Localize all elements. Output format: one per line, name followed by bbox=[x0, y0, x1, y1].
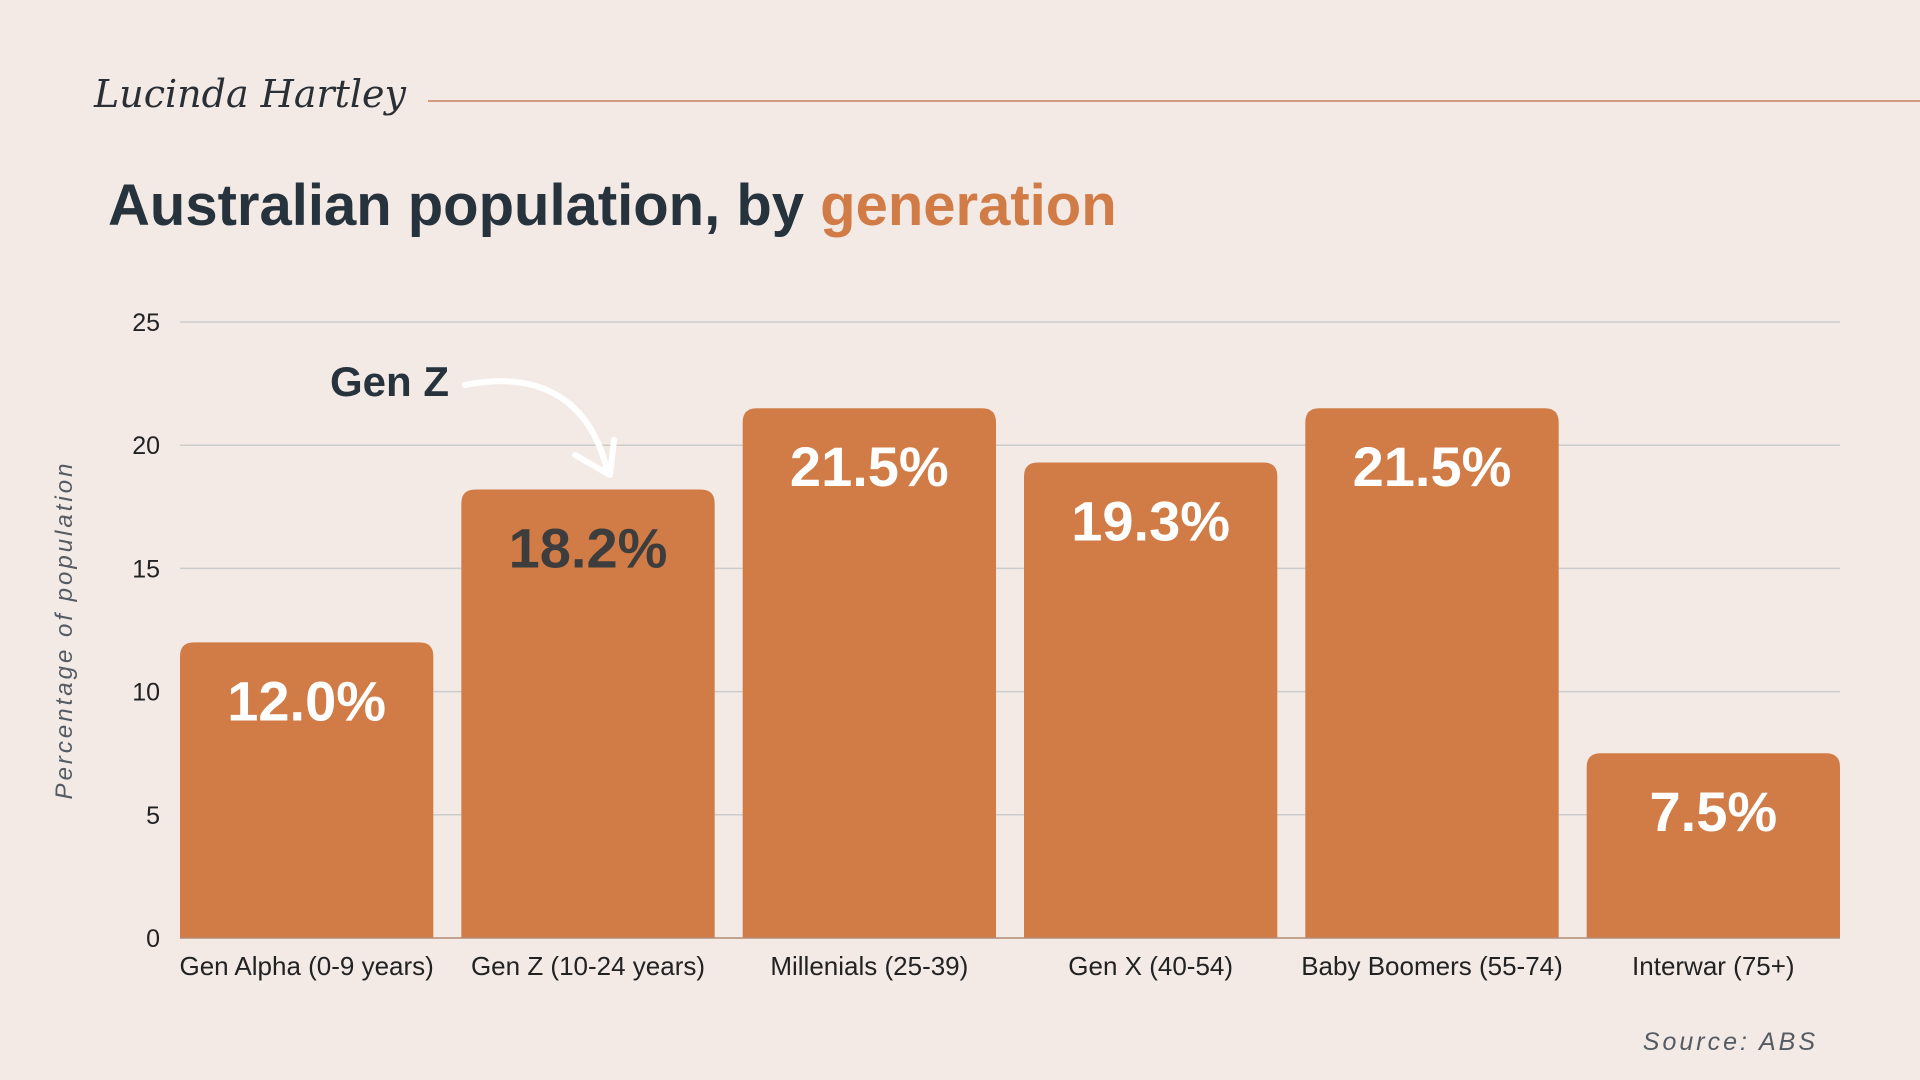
annotation-label: Gen Z bbox=[330, 358, 449, 405]
data-label: 21.5% bbox=[790, 435, 949, 498]
title-main: Australian population, by bbox=[108, 173, 821, 238]
x-tick-label: Gen X (40-54) bbox=[1068, 951, 1233, 981]
data-label: 19.3% bbox=[1071, 489, 1230, 552]
data-label: 18.2% bbox=[509, 517, 668, 580]
x-tick-label: Interwar (75+) bbox=[1632, 951, 1795, 981]
y-tick-label: 15 bbox=[132, 555, 160, 583]
brand-signature: Lucinda Hartley bbox=[94, 72, 407, 116]
y-axis-label: Percentage of population bbox=[51, 461, 78, 800]
bar bbox=[742, 408, 996, 938]
title-accent: generation bbox=[820, 173, 1117, 238]
x-tick-label: Millenials (25-39) bbox=[770, 951, 968, 981]
bar bbox=[1024, 462, 1278, 938]
y-tick-label: 20 bbox=[132, 432, 160, 460]
y-tick-label: 0 bbox=[146, 925, 160, 953]
x-tick-label: Gen Z (10-24 years) bbox=[471, 951, 705, 981]
chart-title: Australian population, by generation bbox=[108, 172, 1117, 239]
x-tick-label: Baby Boomers (55-74) bbox=[1301, 951, 1563, 981]
y-tick-label: 10 bbox=[132, 679, 160, 707]
bar bbox=[1305, 408, 1559, 938]
x-tick-label: Gen Alpha (0-9 years) bbox=[179, 951, 433, 981]
data-label: 21.5% bbox=[1353, 435, 1512, 498]
header-rule bbox=[428, 100, 1920, 102]
source-note: Source: ABS bbox=[1642, 1028, 1818, 1056]
y-tick-label: 5 bbox=[146, 802, 160, 830]
bar bbox=[461, 489, 715, 938]
bar bbox=[180, 642, 434, 938]
annotation-arrowhead bbox=[572, 437, 617, 478]
data-label: 7.5% bbox=[1650, 780, 1778, 843]
data-label: 12.0% bbox=[227, 669, 386, 732]
bar bbox=[1586, 753, 1840, 938]
y-tick-label: 25 bbox=[132, 309, 160, 337]
annotation-arrow bbox=[462, 378, 610, 473]
